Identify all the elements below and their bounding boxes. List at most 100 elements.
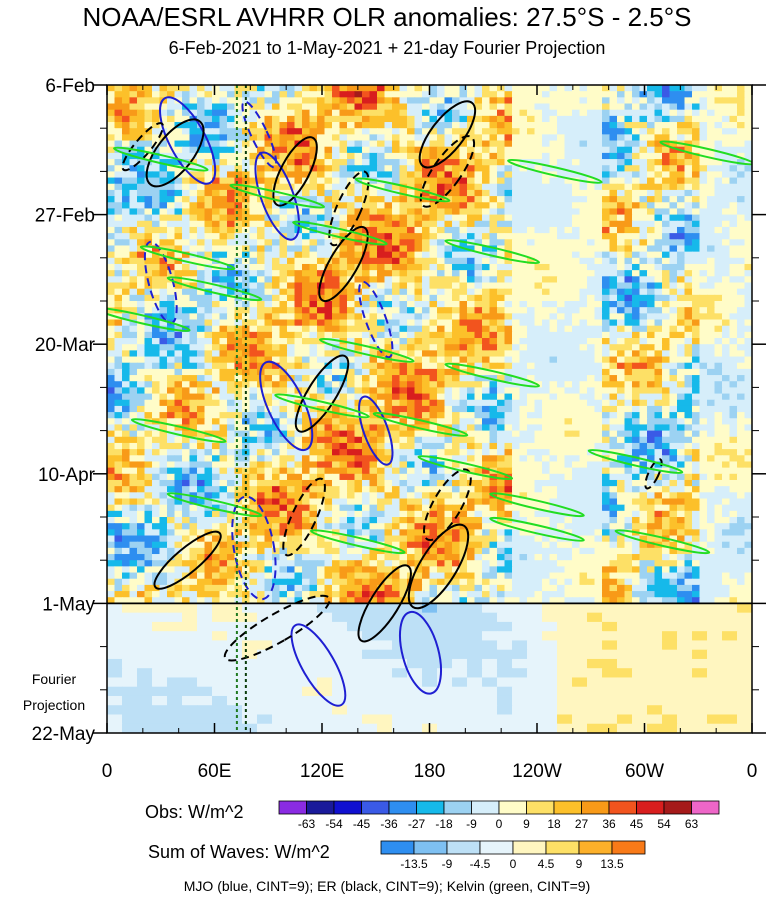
colorbar-label: 0 <box>510 857 517 871</box>
colorbar-swatch <box>553 800 582 815</box>
waves-legend-label: Sum of Waves: W/m^2 <box>148 842 330 862</box>
colorbar-swatch <box>611 840 646 855</box>
er-contour <box>272 136 318 207</box>
colorbar-swatch <box>443 800 472 815</box>
colorbar-label: -9 <box>466 817 477 831</box>
colorbar-swatch <box>306 800 335 815</box>
kelvin-contour <box>417 455 514 481</box>
y-tick-label: 10-Apr <box>38 465 96 486</box>
colorbar-label: -63 <box>298 817 316 831</box>
x-tick-label: 60W <box>625 761 664 782</box>
kelvin-contour <box>310 529 406 555</box>
wave-contours <box>107 96 752 707</box>
mjo-contour <box>241 100 278 169</box>
projection-label: Projection <box>23 697 85 713</box>
mjo-contour <box>290 623 347 707</box>
mjo-contour <box>398 610 443 695</box>
colorbar-swatch <box>333 800 362 815</box>
colorbar-swatch <box>388 800 417 815</box>
colorbar-swatch <box>278 800 307 815</box>
colorbar-swatch <box>413 840 448 855</box>
colorbar-swatch <box>691 800 720 815</box>
colorbar-swatch <box>498 800 527 815</box>
colorbar-label: 9 <box>576 857 583 871</box>
colorbar-label: 13.5 <box>600 857 624 871</box>
mjo-contour <box>254 151 300 241</box>
colorbar-label: -45 <box>353 817 371 831</box>
kelvin-contour <box>107 307 191 332</box>
colorbar-swatch <box>636 800 665 815</box>
olr-anomaly-field <box>107 85 752 733</box>
colorbar-swatch <box>608 800 637 815</box>
colorbar-swatch <box>512 840 547 855</box>
kelvin-contour <box>489 516 585 542</box>
colorbar-label: -36 <box>380 817 398 831</box>
waves-colorbar: -13.5 -9 -4.5 0 4.5 9 13.5 <box>380 840 646 871</box>
er-contour <box>418 100 477 169</box>
kelvin-contour <box>507 158 603 184</box>
x-tick-label: 60E <box>198 761 232 782</box>
kelvin-contour <box>319 337 415 363</box>
contour-legend: MJO (blue, CINT=9); ER (black, CINT=9); … <box>183 878 591 894</box>
x-tick-label: 120E <box>300 761 344 782</box>
reference-lines <box>107 85 752 733</box>
colorbar-label: 54 <box>657 817 671 831</box>
kelvin-contour <box>444 239 540 265</box>
y-tick-label: 1-May <box>42 594 95 615</box>
kelvin-contour <box>113 146 209 172</box>
colorbar-label: 36 <box>602 817 616 831</box>
x-tick-label: 120W <box>512 761 562 782</box>
y-tick-label: 20-Mar <box>35 335 96 356</box>
colorbar-label: 27 <box>575 817 589 831</box>
colorbar-swatch <box>471 800 500 815</box>
colorbar-label: -4.5 <box>470 857 491 871</box>
kelvin-contour <box>444 362 540 388</box>
colorbar-swatch <box>578 840 613 855</box>
mjo-contour <box>358 280 394 359</box>
mjo-contour <box>358 395 394 466</box>
kelvin-contour <box>130 418 227 444</box>
colorbar-label: 18 <box>547 817 561 831</box>
colorbar-label: -9 <box>442 857 453 871</box>
colorbar-label: 4.5 <box>538 857 555 871</box>
kelvin-contour <box>166 276 263 302</box>
colorbar-swatch <box>663 800 692 815</box>
colorbar-swatch <box>446 840 481 855</box>
colorbar-label: -27 <box>408 817 426 831</box>
colorbar-swatch <box>361 800 390 815</box>
y-tick-label: 6-Feb <box>45 76 95 97</box>
er-contour <box>223 594 331 662</box>
obs-colorbar: -63 -54 -45 -36 -27 -18 -9 0 9 18 27 36 45 54 63 <box>278 800 720 831</box>
er-contour <box>644 458 663 490</box>
colorbar-swatch <box>545 840 580 855</box>
kelvin-contour <box>166 492 263 518</box>
obs-legend-label: Obs: W/m^2 <box>145 802 244 822</box>
er-contour <box>407 523 470 610</box>
er-contour <box>423 468 472 542</box>
x-tick-label: 180 <box>414 761 446 782</box>
er-contour <box>318 225 369 303</box>
kelvin-contour <box>354 177 451 203</box>
kelvin-contour <box>614 529 711 555</box>
projection-label: Fourier <box>32 671 77 687</box>
y-tick-label: 27-Feb <box>35 206 95 227</box>
kelvin-contour <box>229 183 325 209</box>
colorbar-label: -18 <box>435 817 453 831</box>
colorbar-swatch <box>526 800 555 815</box>
er-contour <box>145 118 205 188</box>
colorbar-label: 0 <box>496 817 503 831</box>
colorbar-label: -54 <box>325 817 343 831</box>
colorbar-label: 9 <box>523 817 530 831</box>
er-contour <box>282 477 326 557</box>
colorbar-swatch <box>380 840 415 855</box>
er-contour <box>357 564 412 643</box>
kelvin-contour <box>372 411 469 437</box>
colorbar-swatch <box>479 840 514 855</box>
y-tick-label: 22-May <box>32 724 96 745</box>
colorbar-label: 63 <box>685 817 699 831</box>
mjo-contour <box>231 495 277 601</box>
kelvin-contour <box>659 140 752 166</box>
x-tick-label: 0 <box>102 761 113 782</box>
colorbar-swatch <box>416 800 445 815</box>
